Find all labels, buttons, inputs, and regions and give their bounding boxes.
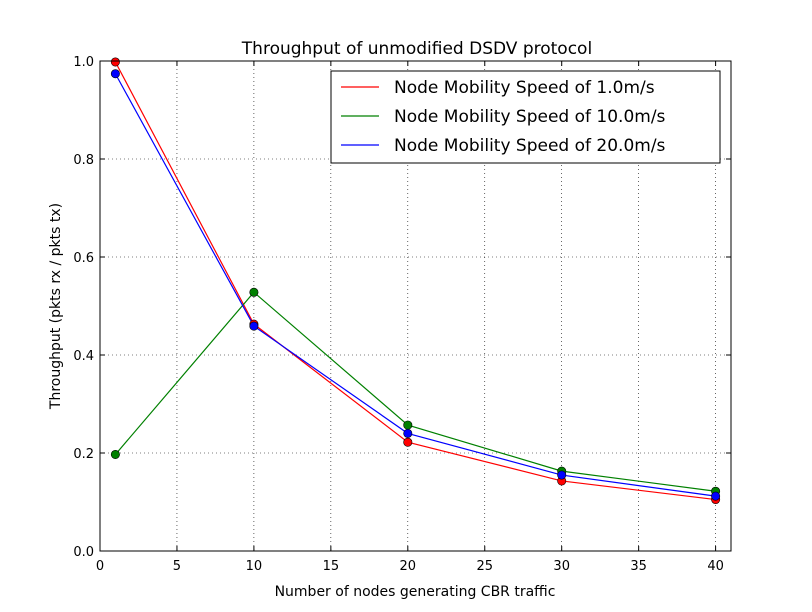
y-tick-label: 0.2 [73,447,94,462]
y-tick-label: 1.0 [73,55,94,70]
y-tick-label: 0.4 [73,349,94,364]
y-axis-label: Throughput (pkts rx / pkts tx) [48,203,64,410]
legend-box [330,70,721,164]
x-tick-label: 15 [323,559,340,574]
data-point-series-3 [557,470,567,480]
x-tick-label: 5 [173,559,181,574]
data-point-series-3 [711,491,721,501]
legend-label-2: Node Mobility Speed of 10.0m/s [394,107,666,127]
plot-frame [99,60,732,552]
series-line-2 [114,291,716,492]
data-point-series-1 [110,57,120,67]
data-point-series-2 [403,420,413,430]
x-tick-label: 0 [96,559,104,574]
x-tick-label: 25 [476,559,493,574]
x-tick-label: 40 [707,559,724,574]
data-point-series-1 [403,437,413,447]
data-point-series-2 [249,287,259,297]
data-point-series-3 [110,69,120,79]
y-tick-label: 0.0 [73,545,94,560]
tick-labels: 0 5 10 15 20 25 30 35 40 0.0 0.2 0.4 0.6 0.8 1.0 [73,55,724,574]
y-tick-label: 0.8 [73,153,94,168]
data-point-series-3 [403,428,413,438]
data-point-series-2 [110,449,120,459]
legend: Node Mobility Speed of 1.0m/s Node Mobili… [330,70,721,164]
legend-label-1: Node Mobility Speed of 1.0m/s [394,78,655,98]
x-tick-label: 35 [630,559,647,574]
y-tick-label: 0.6 [73,251,94,266]
x-tick-label: 10 [246,559,263,574]
chart-title: Throughput of unmodified DSDV protocol [241,39,592,59]
legend-label-3: Node Mobility Speed of 20.0m/s [394,136,666,156]
series-layer [110,57,721,505]
x-tick-label: 20 [400,559,417,574]
data-point-series-3 [249,321,259,331]
x-axis-label: Number of nodes generating CBR traffic [275,584,556,600]
x-tick-label: 30 [553,559,570,574]
